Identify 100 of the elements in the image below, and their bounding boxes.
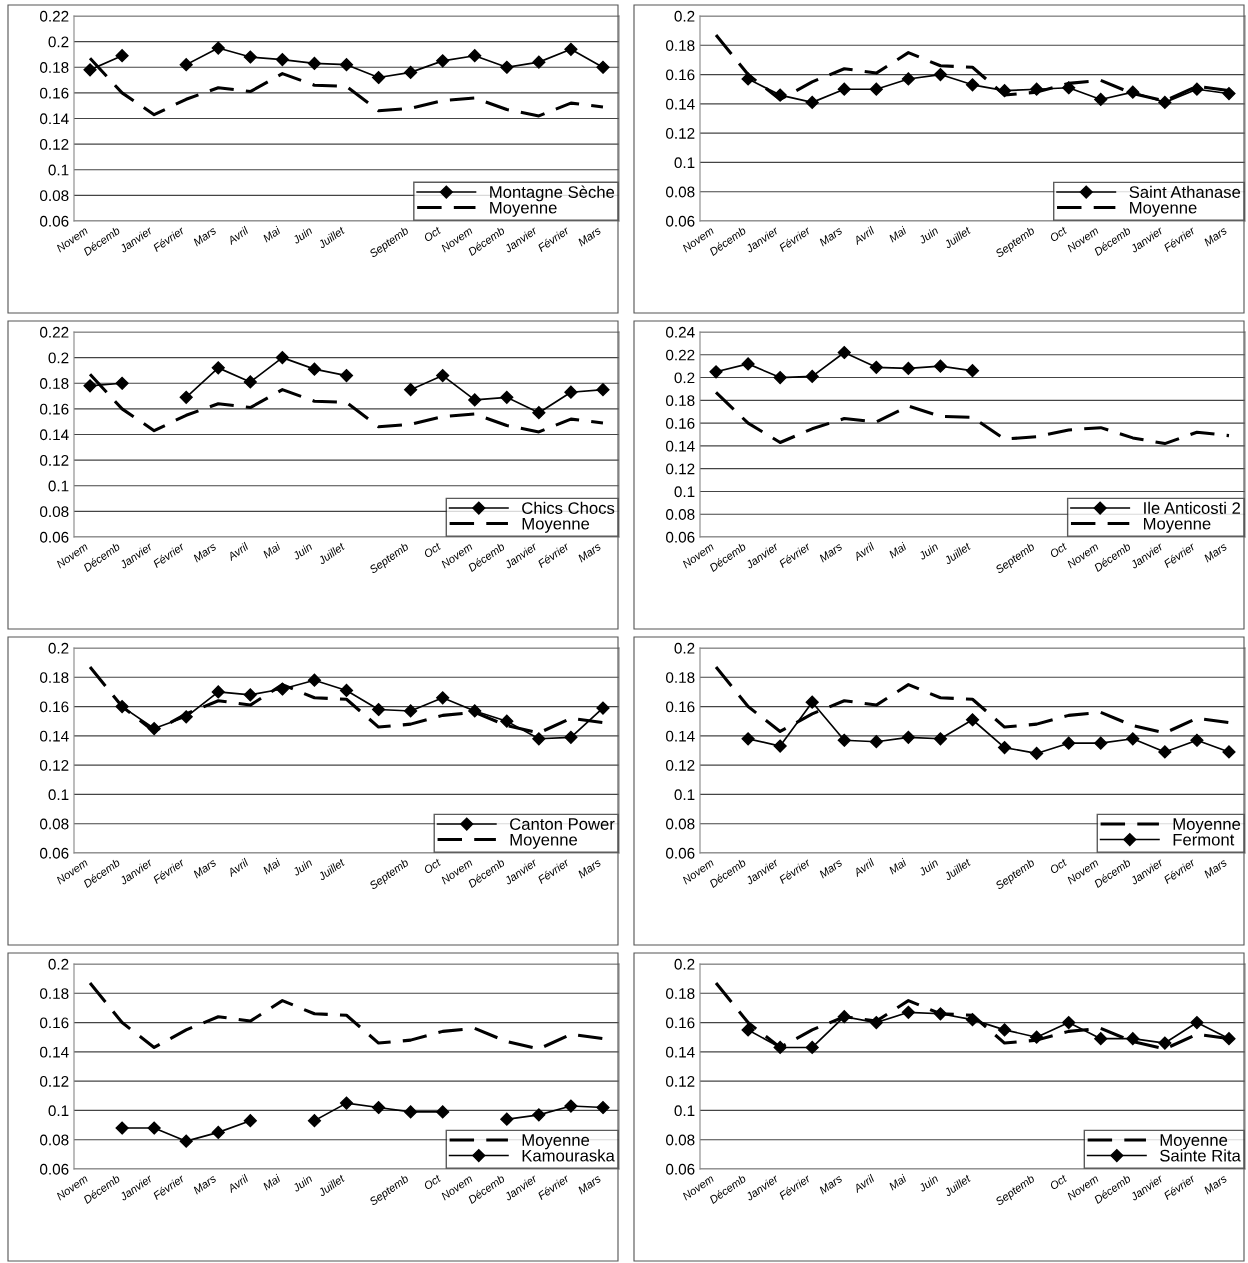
y-tick-label: 0.08 xyxy=(40,506,69,518)
point xyxy=(1094,92,1108,107)
x-tick-label: Mai xyxy=(262,1173,282,1191)
y-tick-label: 0.14 xyxy=(40,429,69,441)
y-tick-label: 0.06 xyxy=(666,531,695,543)
y-tick-label: 0.06 xyxy=(666,1163,695,1175)
legend-label: Moyenne xyxy=(510,833,578,849)
point xyxy=(436,368,450,383)
point xyxy=(741,1023,755,1037)
x-tick-label: Juin xyxy=(917,226,939,245)
y-tick-label: 0.08 xyxy=(666,1134,695,1146)
x-tick-label: Mai xyxy=(262,541,282,559)
y-tick-label: 0.2 xyxy=(48,36,69,48)
point xyxy=(339,683,354,698)
point xyxy=(83,379,97,393)
point xyxy=(307,56,322,70)
line-series xyxy=(88,981,605,1051)
point xyxy=(179,58,193,72)
point xyxy=(901,730,915,744)
point xyxy=(564,1099,578,1113)
point xyxy=(468,393,482,407)
point xyxy=(869,1015,883,1030)
y-tick-label: 0.12 xyxy=(666,760,695,771)
line-series xyxy=(714,390,1231,446)
point xyxy=(83,63,97,77)
y-tick-label: 0.18 xyxy=(666,395,695,407)
y-tick-label: 0.12 xyxy=(666,1076,695,1087)
x-tick-label: Mai xyxy=(262,225,282,243)
point xyxy=(275,351,289,365)
y-tick-label: 0.14 xyxy=(666,730,695,742)
y-tick-label: 0.12 xyxy=(666,128,695,139)
y-tick-label: 0.06 xyxy=(666,847,695,859)
y-tick-label: 0.16 xyxy=(40,1017,69,1029)
point xyxy=(211,41,225,55)
legend-label: Saint Athanase xyxy=(1129,185,1241,198)
point xyxy=(933,732,948,746)
point xyxy=(147,1121,161,1135)
y-tick-label: 0.12 xyxy=(40,138,69,150)
point xyxy=(532,406,546,420)
point xyxy=(243,50,257,64)
y-tick-label: 0.1 xyxy=(48,480,69,492)
legend-label: Fermont xyxy=(1173,833,1235,846)
point xyxy=(1222,1032,1236,1046)
x-tick-label: Oct xyxy=(423,1173,442,1191)
y-tick-label: 0.1 xyxy=(674,157,695,169)
y-tick-label: 0.12 xyxy=(40,454,69,466)
point xyxy=(243,688,257,702)
x-tick-label: Juin xyxy=(291,226,313,245)
point xyxy=(339,58,354,72)
point xyxy=(933,359,948,373)
x-tick-label: Oct xyxy=(1049,541,1068,559)
y-tick-label: 0.16 xyxy=(666,1017,695,1029)
y-tick-label: 0.14 xyxy=(40,113,69,125)
point xyxy=(307,1114,322,1128)
point xyxy=(965,713,980,727)
point xyxy=(179,390,193,404)
point xyxy=(371,1100,386,1115)
point xyxy=(1126,732,1140,746)
y-tick-label: 0.22 xyxy=(666,349,695,361)
point xyxy=(805,695,819,709)
y-tick-label: 0.14 xyxy=(40,730,69,742)
point xyxy=(307,362,322,376)
legend-label: Moyenne xyxy=(1130,201,1197,217)
y-tick-label: 0.2 xyxy=(48,352,69,364)
point xyxy=(500,714,514,728)
point xyxy=(564,42,578,56)
point xyxy=(805,95,819,109)
point xyxy=(275,52,289,67)
point xyxy=(741,357,755,371)
y-tick-label: 0.18 xyxy=(40,378,69,389)
x-tick-label: Mai xyxy=(888,857,908,875)
point xyxy=(1222,87,1236,101)
x-tick-label: Oct xyxy=(1049,225,1068,243)
y-tick-label: 0.14 xyxy=(666,440,695,452)
point xyxy=(468,49,482,63)
x-tick-label: Juin xyxy=(917,858,939,877)
y-tick-label: 0.1 xyxy=(674,486,695,498)
point xyxy=(404,65,418,79)
point xyxy=(837,1010,851,1024)
y-tick-label: 0.16 xyxy=(40,403,69,415)
x-tick-label: Mai xyxy=(888,541,908,559)
point xyxy=(1094,1032,1108,1046)
y-tick-label: 0.18 xyxy=(666,988,695,999)
point xyxy=(869,82,883,96)
point xyxy=(1190,82,1204,96)
x-tick-label: Juin xyxy=(291,858,313,877)
y-tick-label: 0.06 xyxy=(40,847,69,859)
point xyxy=(741,732,755,746)
y-tick-label: 0.2 xyxy=(674,372,695,384)
point xyxy=(1062,1015,1076,1030)
y-tick-label: 0.2 xyxy=(674,958,695,970)
y-tick-label: 0.14 xyxy=(40,1046,69,1058)
legend-label: Kamouraska xyxy=(522,1149,615,1162)
legend-label: Moyenne xyxy=(1173,818,1241,834)
point xyxy=(1030,1030,1044,1044)
point xyxy=(596,383,610,397)
point xyxy=(773,739,787,753)
point xyxy=(1158,95,1172,109)
y-tick-label: 0.14 xyxy=(666,1046,695,1058)
y-tick-label: 0.12 xyxy=(40,1076,69,1087)
